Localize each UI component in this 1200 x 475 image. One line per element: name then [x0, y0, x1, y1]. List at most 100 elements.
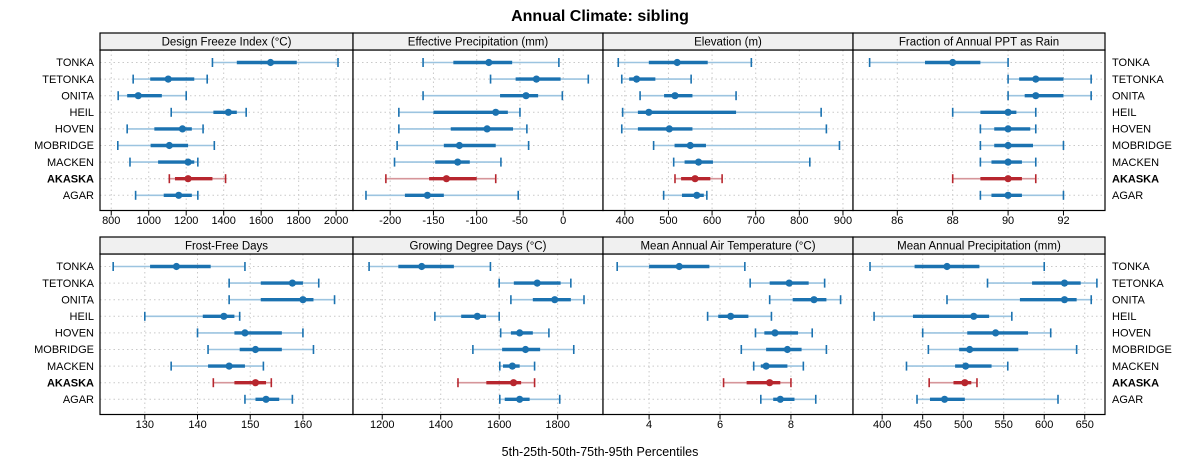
panel-growing-degree-days-c: 1200 1400 1600 1800 Growing Degree Days (°C)	[352, 236, 604, 431]
median-dot	[949, 58, 957, 67]
interval-akaska	[928, 378, 978, 388]
axis-tick-label: -100	[466, 215, 488, 227]
axis-tick-label: 800	[102, 215, 120, 227]
median-dot	[473, 312, 481, 320]
interval-tonka	[422, 58, 560, 67]
median-dot	[1004, 141, 1012, 150]
interval-heil	[621, 107, 822, 117]
median-dot	[1004, 125, 1012, 133]
interval-hoven	[979, 124, 1037, 134]
site-label-hoven: HOVEN	[1112, 124, 1151, 136]
median-dot	[418, 262, 426, 271]
site-label-mobridge: MOBRIDGE	[34, 140, 94, 152]
axis-tick-label: 6	[717, 419, 723, 431]
interval-mobridge	[652, 141, 841, 150]
axis-tick-label: 1200	[174, 215, 198, 227]
interval-tonka	[112, 262, 246, 271]
median-dot	[943, 262, 951, 271]
figure-title: Annual Climate: sibling	[511, 8, 689, 25]
interval-tetonka	[620, 74, 692, 84]
interval-mobridge	[396, 141, 530, 150]
interval-tetonka	[1007, 74, 1092, 84]
axis-tick-label: 0	[560, 215, 566, 227]
site-label-hoven: HOVEN	[55, 124, 94, 136]
median-dot	[970, 312, 978, 320]
site-label-agar: AGAR	[63, 190, 94, 202]
median-dot	[966, 345, 974, 354]
median-dot	[551, 296, 559, 304]
site-label-macken: MACKEN	[1112, 157, 1159, 169]
axis-tick-label: 550	[995, 419, 1013, 431]
site-label-onita: ONITA	[1112, 294, 1145, 306]
median-dot	[442, 175, 451, 183]
x-axis: 4 6 8	[646, 254, 794, 431]
interval-heil	[873, 311, 1013, 321]
median-dot	[288, 279, 296, 287]
panel-frost-free-days: 130 140 150 160 Frost-Free Days	[99, 236, 354, 431]
axis-tick-label: 86	[891, 215, 903, 227]
axis-tick-label: -50	[512, 215, 528, 227]
panel-body	[353, 254, 603, 415]
site-label-tonka: TONKA	[1112, 261, 1150, 273]
median-dot	[516, 395, 524, 403]
panel-body	[853, 50, 1105, 211]
median-dot	[423, 191, 431, 199]
site-label-onita: ONITA	[61, 294, 94, 306]
axis-tick-label: 1800	[286, 215, 310, 227]
x-axis: 400 500 600 700 800 900	[616, 50, 852, 227]
panel-mean-annual-air-temperature-c: 4 6 8 Mean Annual Air Temperature (°C)	[602, 236, 854, 431]
median-dot	[771, 329, 779, 337]
panel-strip	[852, 236, 1106, 255]
site-label-macken: MACKEN	[1112, 361, 1159, 373]
interval-heil	[170, 107, 247, 117]
panel-strip-title: Design Freeze Index (°C)	[162, 37, 292, 49]
median-dot	[992, 329, 1000, 337]
median-dot	[522, 92, 530, 100]
interval-hoven	[398, 124, 528, 134]
interval-agar	[244, 394, 294, 404]
interval-mobridge	[927, 345, 1078, 354]
interval-tetonka	[228, 278, 320, 288]
interval-onita	[510, 295, 585, 305]
interval-akaska	[951, 174, 1037, 184]
interval-heil	[706, 311, 773, 321]
interval-onita	[422, 91, 564, 101]
interval-heil	[951, 107, 1037, 117]
interval-tetonka	[498, 278, 572, 288]
panel-body	[100, 254, 353, 415]
axis-tick-label: 600	[1035, 419, 1053, 431]
interval-agar	[498, 394, 561, 404]
interval-agar	[662, 190, 708, 200]
interval-macken	[752, 361, 805, 371]
site-label-tetonka: TETONKA	[42, 278, 94, 290]
median-dot	[1004, 191, 1012, 199]
median-dot	[961, 379, 969, 387]
median-dot	[184, 175, 192, 183]
median-dot	[693, 191, 701, 199]
interval-hoven	[126, 124, 204, 134]
median-dot	[178, 125, 187, 133]
median-dot	[645, 108, 653, 116]
interval-onita	[639, 91, 737, 101]
axis-tick-label: -200	[379, 215, 401, 227]
interval-heil	[434, 311, 500, 321]
axis-tick-label: 700	[747, 215, 765, 227]
axis-tick-label: 90	[1002, 215, 1014, 227]
interval-heil	[144, 311, 241, 321]
panel-strip-title: Elevation (m)	[694, 37, 762, 49]
interval-heil	[398, 107, 521, 117]
interval-tetonka	[132, 74, 208, 84]
axis-tick-label: 400	[616, 215, 634, 227]
median-dot	[455, 141, 464, 150]
panel-fraction-of-annual-ppt-as-rain: 86 88 90 92 Fraction of Annual PPT as Rain	[852, 32, 1106, 227]
interval-tonka	[368, 262, 492, 271]
axis-tick-label: 2000	[324, 215, 348, 227]
interval-onita	[768, 295, 842, 305]
site-label-agar: AGAR	[63, 394, 94, 406]
median-dot	[632, 75, 641, 83]
median-dot	[509, 379, 518, 387]
median-dot	[1060, 279, 1069, 287]
axis-tick-label: 92	[1057, 215, 1069, 227]
